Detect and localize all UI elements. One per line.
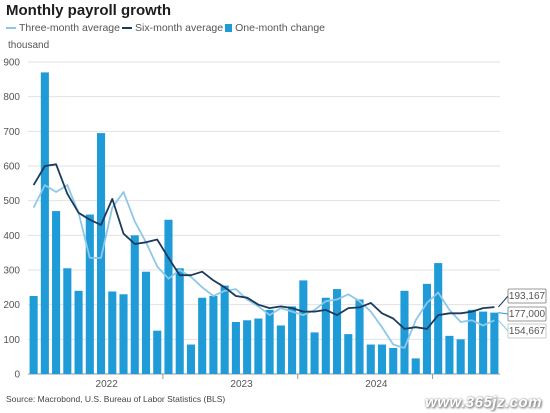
bar — [276, 325, 285, 374]
bar — [490, 312, 499, 374]
y-tick-label: 900 — [3, 58, 20, 69]
end-label-box — [507, 323, 547, 339]
bar — [231, 322, 240, 374]
bar — [108, 291, 117, 374]
three-month-average-line — [32, 184, 495, 349]
bar — [411, 358, 420, 374]
bar — [220, 285, 229, 374]
bar — [467, 309, 476, 374]
six-month-average-line — [32, 163, 495, 330]
bar — [288, 306, 297, 374]
end-label-box — [507, 306, 547, 322]
y-tick-label: 300 — [3, 266, 20, 277]
y-tick-label: 200 — [3, 300, 20, 311]
y-tick-label: 400 — [3, 231, 20, 242]
bar — [355, 299, 364, 374]
bar — [299, 280, 308, 374]
x-tick-label: 2024 — [365, 379, 388, 390]
bar — [175, 268, 184, 374]
bar — [29, 296, 38, 374]
bar — [389, 348, 398, 374]
bar — [377, 344, 387, 374]
watermark: www.365jz.com — [425, 394, 542, 411]
y-axis-ticks: 0 100 200 300 400 500 600 700 800 900 — [3, 58, 20, 381]
legend-label-one-month: One-month change — [235, 22, 326, 34]
legend: Three-month average Six-month average On… — [6, 22, 327, 34]
line-series — [32, 163, 495, 349]
bar — [97, 133, 106, 374]
gridlines — [28, 61, 500, 375]
end-label-leader — [498, 295, 509, 308]
bar — [456, 339, 465, 374]
end-label-leader — [498, 319, 509, 332]
y-axis-unit-label: thousand — [8, 40, 49, 51]
bar — [63, 268, 72, 374]
bar — [164, 219, 173, 374]
y-tick-label: 0 — [14, 370, 20, 381]
bar-series — [29, 72, 499, 375]
legend-swatch-six-month — [121, 27, 132, 29]
bar — [141, 271, 151, 374]
bar — [209, 296, 218, 374]
legend-item-three-month: Three-month average — [6, 22, 120, 34]
legend-item-one-month: One-month change — [225, 22, 325, 34]
bar — [40, 72, 49, 375]
end-labels: 193,167 177,000 154,667 — [498, 288, 547, 339]
legend-swatch-three-month — [6, 27, 16, 29]
chart-title: Monthly payroll growth — [6, 2, 171, 19]
y-tick-label: 800 — [3, 92, 20, 103]
bar — [186, 344, 195, 374]
bar — [479, 311, 488, 374]
end-label-leader — [498, 312, 509, 315]
bar — [265, 309, 274, 374]
bar — [243, 320, 252, 374]
y-tick-label: 700 — [3, 127, 20, 138]
bar — [85, 214, 94, 374]
bar — [333, 289, 342, 374]
y-tick-label: 100 — [3, 335, 20, 346]
end-label-text: 154,667 — [509, 326, 546, 337]
legend-item-six-month: Six-month average — [121, 22, 224, 34]
bar — [445, 335, 454, 374]
end-label-text: 177,000 — [509, 309, 546, 320]
bar — [434, 263, 443, 374]
legend-label-six-month: Six-month average — [134, 22, 224, 34]
bar — [130, 235, 139, 374]
bar — [400, 290, 409, 374]
end-label-box — [507, 288, 547, 304]
source-note: Source: Macrobond, U.S. Bureau of Labor … — [6, 394, 226, 404]
bar — [366, 344, 375, 374]
bar — [52, 211, 61, 374]
x-axis: 2022 2023 2024 — [96, 374, 434, 390]
x-tick-label: 2023 — [230, 379, 253, 390]
bar — [198, 297, 207, 374]
y-tick-label: 600 — [3, 162, 20, 173]
bar — [119, 294, 128, 374]
legend-label-three-month: Three-month average — [19, 22, 120, 34]
legend-swatch-one-month — [225, 24, 233, 32]
y-tick-label: 500 — [3, 196, 20, 207]
bar — [153, 330, 162, 374]
bar — [254, 318, 263, 374]
x-tick-label: 2022 — [96, 379, 119, 390]
bar — [321, 297, 330, 374]
bar — [74, 290, 83, 374]
end-label-text: 193,167 — [509, 291, 546, 302]
bar — [344, 334, 353, 374]
bar — [310, 332, 319, 374]
